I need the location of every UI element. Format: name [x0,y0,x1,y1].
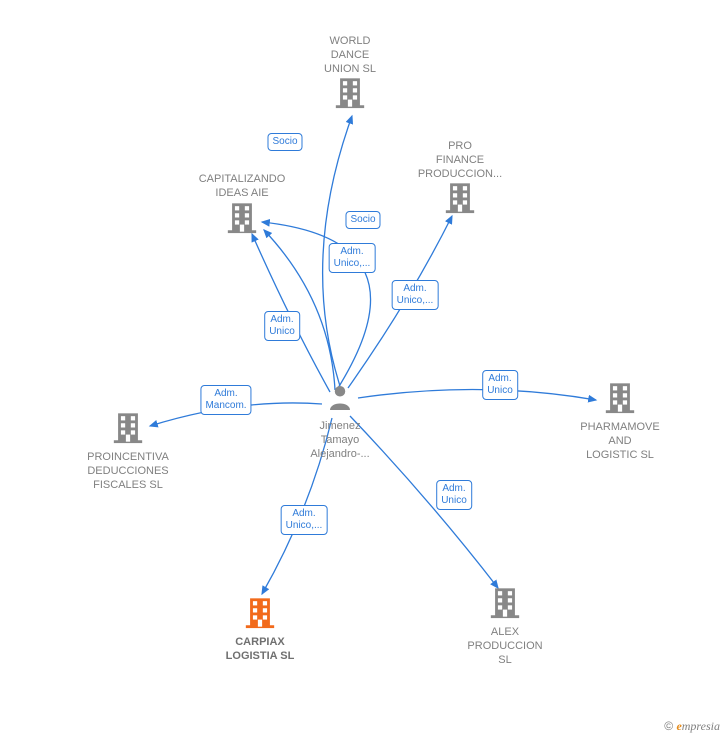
edge-label[interactable]: Socio [267,133,302,151]
edge-label[interactable]: Adm. Mancom. [200,385,251,415]
edge-path [358,389,596,400]
person-icon [325,383,355,413]
company-node[interactable] [603,381,637,420]
company-node[interactable] [243,596,277,635]
company-node[interactable] [225,201,259,240]
building-icon [111,411,145,445]
edge-path [350,416,498,588]
company-label: ALEX PRODUCCION SL [467,626,542,667]
edge-label[interactable]: Adm. Unico [482,370,518,400]
company-label: WORLD DANCE UNION SL [324,35,376,76]
building-icon [488,586,522,620]
edge-label[interactable]: Socio [345,211,380,229]
edge-label[interactable]: Adm. Unico,... [329,243,376,273]
watermark: © empresia [664,719,720,734]
edge-label[interactable]: Adm. Unico [264,311,300,341]
company-label: CAPITALIZANDO IDEAS AIE [199,173,286,201]
edge-label[interactable]: Adm. Unico,... [392,280,439,310]
company-label: PRO FINANCE PRODUCCION... [418,140,502,181]
edge-label[interactable]: Adm. Unico,... [281,505,328,535]
center-person-label: Jimenez Tamayo Alejandro-... [310,420,369,461]
building-icon [443,181,477,215]
brand-rest: mpresia [682,719,720,733]
edge-label[interactable]: Adm. Unico [436,480,472,510]
building-icon [225,201,259,235]
center-person-node[interactable] [325,383,355,418]
building-icon [603,381,637,415]
company-label: PROINCENTIVA DEDUCCIONES FISCALES SL [87,451,169,492]
copyright-symbol: © [664,719,673,733]
company-node[interactable] [111,411,145,450]
company-node[interactable] [443,181,477,220]
company-node[interactable] [333,76,367,115]
company-label: PHARMAMOVE AND LOGISTIC SL [580,421,659,462]
company-node[interactable] [488,586,522,625]
company-label: CARPIAX LOGISTIA SL [226,636,295,664]
building-icon [333,76,367,110]
building-icon [243,596,277,630]
